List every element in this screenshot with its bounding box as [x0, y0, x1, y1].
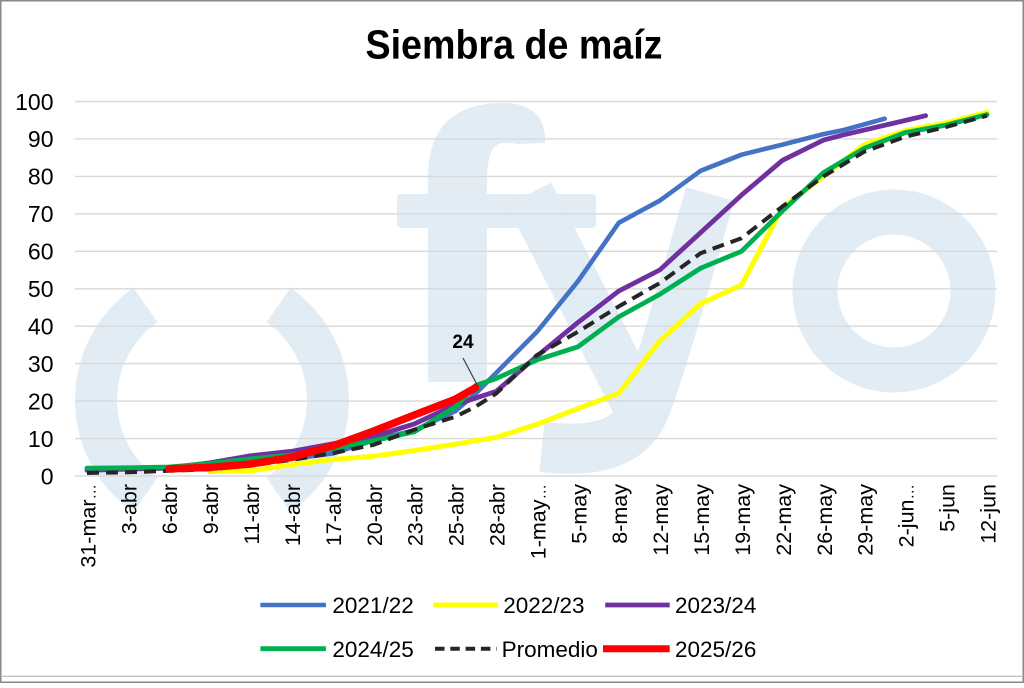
- svg-text:9-abr: 9-abr: [199, 484, 223, 534]
- svg-text:3-abr: 3-abr: [117, 484, 141, 534]
- svg-text:60: 60: [28, 239, 54, 265]
- svg-text:26-may: 26-may: [813, 484, 837, 556]
- svg-text:90: 90: [28, 126, 54, 152]
- svg-text:12-jun: 12-jun: [976, 484, 1000, 544]
- svg-text:80: 80: [28, 164, 54, 190]
- svg-text:5-may: 5-may: [567, 484, 591, 544]
- svg-text:14-abr: 14-abr: [281, 484, 305, 546]
- svg-text:17-abr: 17-abr: [322, 484, 346, 546]
- svg-text:40: 40: [28, 314, 54, 340]
- svg-text:22-may: 22-may: [772, 484, 796, 556]
- svg-text:2022/23: 2022/23: [503, 593, 584, 618]
- svg-text:20: 20: [28, 388, 54, 414]
- svg-text:24: 24: [452, 332, 474, 353]
- svg-text:11-abr: 11-abr: [240, 484, 264, 545]
- svg-text:70: 70: [28, 201, 54, 227]
- svg-text:2021/22: 2021/22: [332, 593, 413, 618]
- svg-text:Promedio: Promedio: [502, 637, 598, 662]
- svg-text:100: 100: [15, 89, 53, 115]
- svg-text:1-may…: 1-may…: [526, 484, 550, 559]
- svg-text:19-may: 19-may: [731, 484, 755, 556]
- svg-text:6-abr: 6-abr: [158, 484, 182, 534]
- svg-text:10: 10: [28, 426, 54, 452]
- svg-text:Siembra de maíz: Siembra de maíz: [366, 22, 663, 68]
- svg-text:23-abr: 23-abr: [404, 484, 428, 546]
- svg-text:28-abr: 28-abr: [486, 484, 510, 546]
- svg-text:2024/25: 2024/25: [332, 637, 413, 662]
- svg-text:0: 0: [41, 463, 54, 489]
- svg-text:50: 50: [28, 276, 54, 302]
- svg-text:2023/24: 2023/24: [675, 593, 756, 618]
- svg-text:5-jun: 5-jun: [936, 484, 960, 532]
- svg-text:2025/26: 2025/26: [675, 637, 756, 662]
- svg-text:30: 30: [28, 351, 54, 377]
- svg-text:15-may: 15-may: [690, 484, 714, 556]
- svg-text:29-may: 29-may: [854, 484, 878, 556]
- svg-text:20-abr: 20-abr: [363, 484, 387, 546]
- svg-text:25-abr: 25-abr: [445, 484, 469, 546]
- svg-text:8-may: 8-may: [608, 484, 632, 544]
- svg-text:12-may: 12-may: [649, 484, 673, 556]
